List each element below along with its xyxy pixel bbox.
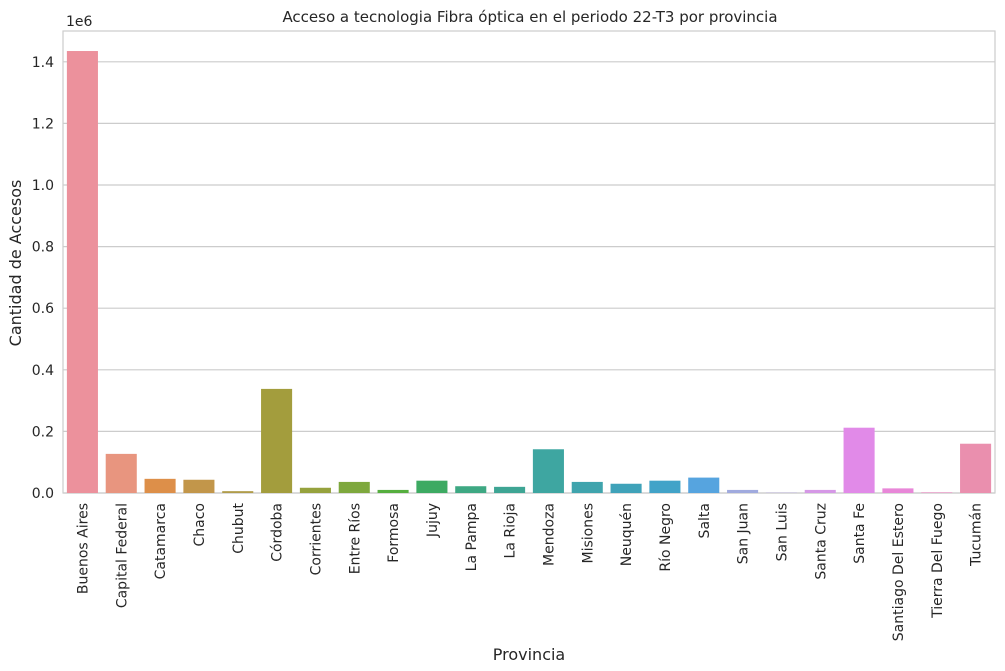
bar bbox=[66, 51, 98, 494]
x-axis-title: Provincia bbox=[493, 645, 565, 664]
bar bbox=[416, 480, 448, 493]
bar bbox=[299, 487, 331, 493]
x-tick-label: Jujuy bbox=[425, 503, 441, 538]
gridlines bbox=[63, 61, 995, 494]
plot-area bbox=[62, 30, 996, 494]
x-tick-label: Entre Ríos bbox=[347, 503, 363, 574]
bar bbox=[843, 427, 875, 493]
bar bbox=[960, 443, 992, 493]
x-tick-label: Neuquén bbox=[619, 503, 635, 566]
x-tick-label: San Luis bbox=[774, 503, 790, 561]
x-tick-label: Mendoza bbox=[541, 503, 557, 566]
x-tick-label: Santa Fe bbox=[852, 503, 868, 564]
bar bbox=[610, 483, 642, 493]
x-tick-label: Río Negro bbox=[658, 503, 674, 572]
bar bbox=[261, 388, 293, 493]
x-tick-label: Catamarca bbox=[153, 503, 169, 579]
bar bbox=[649, 480, 681, 493]
x-tick-label: Santiago Del Estero bbox=[891, 503, 907, 641]
bar bbox=[222, 491, 254, 493]
x-tick-label: Buenos Aires bbox=[75, 503, 91, 594]
y-axis-title: Cantidad de Accesos bbox=[6, 180, 25, 347]
x-tick-labels: Buenos Aires Capital Federal Catamarca Chac… bbox=[75, 503, 984, 642]
x-tick-label: Capital Federal bbox=[114, 503, 130, 608]
bar bbox=[688, 477, 720, 493]
x-tick-label: La Rioja bbox=[503, 503, 519, 558]
x-tick-label: Santa Cruz bbox=[813, 503, 829, 580]
x-tick-label: Chaco bbox=[192, 503, 208, 547]
y-tick-labels: 0.0 0.2 0.4 0.6 0.8 1.0 1.2 1.4 bbox=[32, 55, 54, 502]
y-tick-label: 0.2 bbox=[32, 424, 54, 440]
bar bbox=[183, 479, 215, 493]
bar bbox=[455, 486, 487, 493]
y-tick-label: 1.0 bbox=[32, 178, 54, 194]
y-offset-label: 1e6 bbox=[66, 14, 93, 30]
x-tick-label: Córdoba bbox=[270, 503, 286, 562]
y-tick-label: 0.0 bbox=[32, 486, 54, 502]
bar bbox=[571, 481, 603, 493]
x-tick-label: Corrientes bbox=[308, 503, 324, 575]
x-tick-label: Salta bbox=[697, 503, 713, 538]
y-tick-label: 0.8 bbox=[32, 240, 54, 256]
y-tick-label: 0.6 bbox=[32, 301, 54, 317]
bar bbox=[532, 449, 564, 493]
bar bbox=[377, 489, 409, 493]
bar bbox=[338, 481, 370, 493]
bars bbox=[66, 51, 992, 494]
x-tick-label: Formosa bbox=[386, 503, 402, 563]
y-tick-label: 1.2 bbox=[32, 116, 54, 132]
x-tick-label: La Pampa bbox=[464, 503, 480, 571]
bar bbox=[105, 453, 137, 493]
x-tick-label: Misiones bbox=[580, 503, 596, 564]
bar bbox=[804, 489, 836, 493]
bar bbox=[921, 492, 953, 493]
x-tick-label: Chubut bbox=[231, 503, 247, 554]
bar bbox=[727, 489, 759, 493]
x-tick-label: Tierra Del Fuego bbox=[930, 503, 946, 619]
x-tick-label: San Juan bbox=[736, 503, 752, 564]
y-tick-label: 0.4 bbox=[32, 363, 54, 379]
bar bbox=[882, 488, 914, 493]
chart-title: Acceso a tecnologia Fibra óptica en el p… bbox=[282, 8, 777, 26]
bar bbox=[494, 486, 526, 493]
y-tick-label: 1.4 bbox=[32, 55, 54, 71]
x-tick-label: Tucumán bbox=[969, 503, 985, 567]
bar bbox=[144, 478, 176, 493]
